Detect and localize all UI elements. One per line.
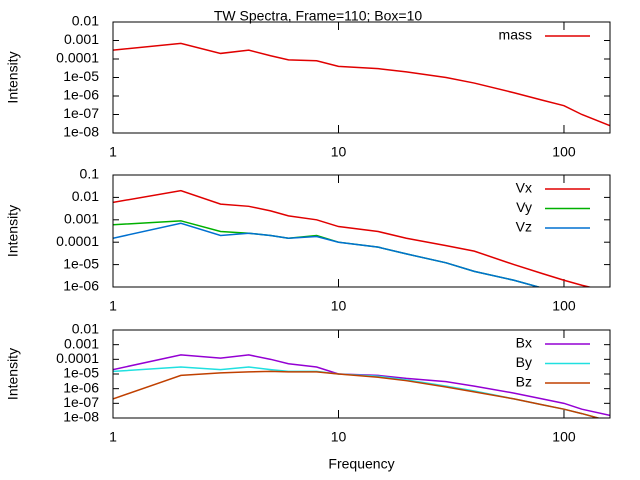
y-axis-label: Intensity (5, 205, 21, 257)
x-tick-label: 100 (552, 429, 576, 445)
x-axis-label: Frequency (328, 456, 394, 472)
y-tick-label: 1e-05 (63, 255, 99, 271)
y-tick-label: 1e-06 (63, 379, 99, 395)
data-line (113, 42, 610, 127)
data-line (113, 370, 601, 418)
y-tick-label: 0.01 (72, 321, 99, 337)
data-line (113, 189, 593, 287)
y-axis-label: Intensity (5, 348, 21, 400)
x-tick-label: 100 (552, 144, 576, 160)
legend-label: Bx (516, 335, 532, 351)
y-tick-label: 1e-05 (63, 68, 99, 84)
legend-label: Vz (516, 219, 532, 235)
legend-label: Vx (516, 180, 532, 196)
data-line (113, 354, 610, 417)
y-tick-label: 1e-06 (63, 87, 99, 103)
x-tick-label: 1 (109, 298, 117, 314)
plot-frame (112, 329, 611, 419)
y-tick-label: 0.0001 (56, 350, 99, 366)
legend-label: mass (499, 27, 532, 43)
x-tick-label: 10 (331, 298, 347, 314)
y-tick-label: 1e-06 (63, 278, 99, 294)
y-axis-label: Intensity (5, 51, 21, 103)
legend-label: By (516, 354, 532, 370)
x-tick-label: 1 (109, 144, 117, 160)
y-tick-label: 0.1 (80, 166, 100, 182)
y-tick-label: 1e-08 (63, 409, 99, 425)
x-tick-label: 1 (109, 429, 117, 445)
y-tick-label: 0.01 (72, 13, 99, 29)
y-tick-label: 0.01 (72, 188, 99, 204)
y-tick-label: 0.0001 (56, 233, 99, 249)
y-tick-label: 1e-07 (63, 105, 99, 121)
y-tick-label: 0.0001 (56, 50, 99, 66)
plot-frame (112, 21, 611, 134)
y-tick-label: 0.001 (64, 211, 99, 227)
y-tick-label: 1e-08 (63, 124, 99, 140)
y-tick-label: 0.001 (64, 31, 99, 47)
legend-label: Bz (516, 374, 532, 390)
y-tick-label: 0.001 (64, 335, 99, 351)
plot-lines (113, 189, 593, 287)
data-line (113, 222, 542, 287)
plot-lines (113, 354, 610, 418)
legend-label: Vy (516, 199, 532, 215)
y-tick-label: 1e-05 (63, 365, 99, 381)
x-tick-label: 100 (552, 298, 576, 314)
plot-lines (113, 42, 610, 127)
x-tick-label: 10 (331, 429, 347, 445)
y-tick-label: 1e-07 (63, 394, 99, 410)
x-tick-label: 10 (331, 144, 347, 160)
plot-frame (112, 174, 611, 288)
chart-title: TW Spectra, Frame=110; Box=10 (214, 8, 422, 24)
